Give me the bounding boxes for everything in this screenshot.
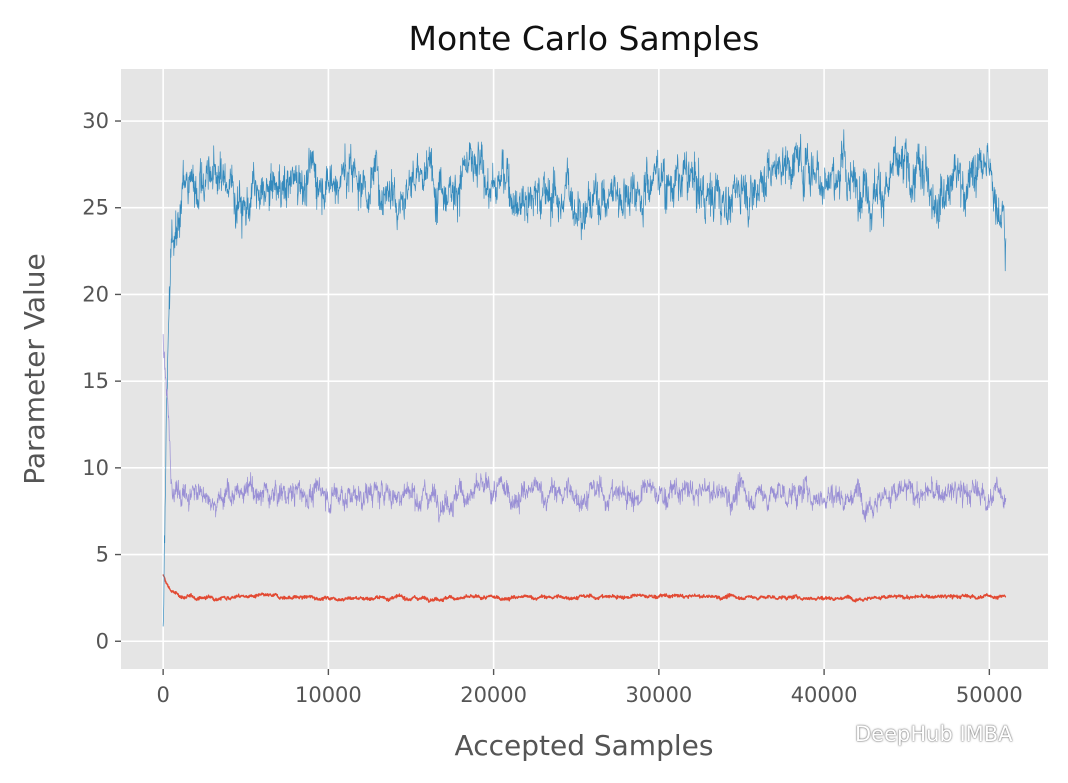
plot-background [121,69,1048,669]
series-line-3 [162,334,1007,523]
x-tick-label: 0 [156,683,169,707]
x-axis-label: Accepted Samples [455,729,714,762]
y-axis-label: Parameter Value [18,253,51,484]
watermark-text: DeepHub IMBA [855,722,1013,746]
y-tick-label: 30 [82,109,109,133]
ticks: 0 10000 20000 30000 40000 50000 0 5 10 15 20 25 30 [82,109,1022,707]
chart-title: Monte Carlo Samples [409,19,760,58]
y-tick-label: 15 [82,369,109,393]
y-tick-label: 10 [82,456,109,480]
x-tick-label: 30000 [625,683,692,707]
series-line-2 [162,129,1007,627]
x-tick-label: 50000 [956,683,1023,707]
y-tick-label: 25 [82,196,109,220]
series-group [162,129,1007,627]
y-tick-label: 0 [96,629,109,653]
wechat-icon [816,721,847,746]
x-tick-label: 10000 [295,683,362,707]
watermark: DeepHub IMBA [815,720,1013,748]
series-line-1 [162,574,1007,603]
x-tick-label: 40000 [791,683,858,707]
y-tick-label: 5 [96,543,109,567]
x-tick-label: 20000 [460,683,527,707]
y-tick-label: 20 [82,282,109,306]
